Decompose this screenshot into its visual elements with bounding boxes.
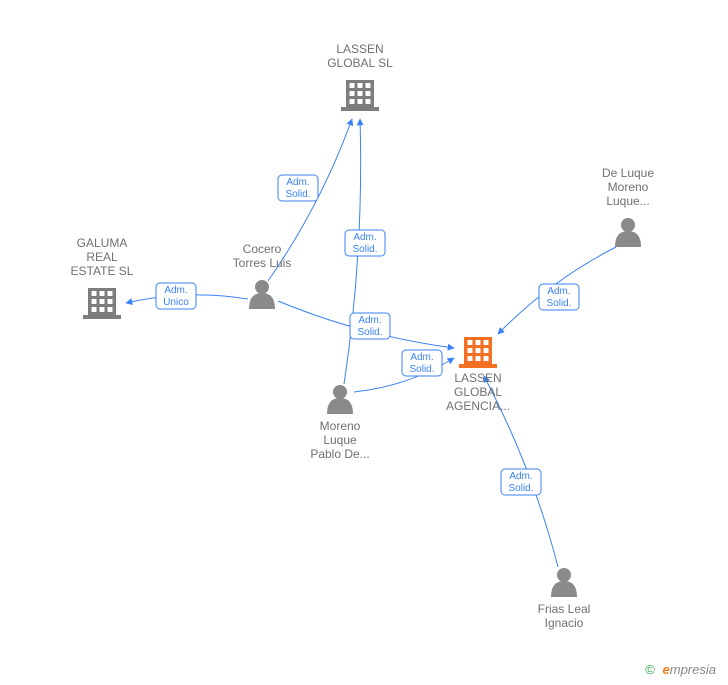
svg-text:Solid.: Solid. (352, 244, 377, 255)
node-label: GLOBAL (454, 385, 502, 399)
node-label: Pablo De... (310, 447, 369, 461)
node-label: LASSEN (454, 371, 501, 385)
edge-label: Adm.Solid. (402, 350, 442, 376)
svg-text:Solid.: Solid. (357, 327, 382, 338)
svg-text:Adm.: Adm. (410, 352, 433, 363)
node-deluque: De LuqueMorenoLuque... (602, 166, 654, 247)
svg-text:Adm.: Adm. (164, 285, 187, 296)
svg-text:Solid.: Solid. (508, 483, 533, 494)
person-icon (615, 218, 641, 247)
node-cocero: CoceroTorres Luis (233, 242, 292, 309)
svg-text:Solid.: Solid. (409, 364, 434, 375)
network-diagram: Adm.UnicoAdm.Solid.Adm.Solid.Adm.Solid.A… (0, 0, 728, 685)
svg-text:Adm.: Adm. (358, 315, 381, 326)
svg-text:Adm.: Adm. (353, 232, 376, 243)
svg-text:Adm.: Adm. (286, 177, 309, 188)
building-icon (459, 337, 497, 368)
svg-text:Adm.: Adm. (509, 471, 532, 482)
node-label: Frias Leal (538, 602, 591, 616)
node-lassen_agencia: LASSENGLOBALAGENCIA... (446, 337, 510, 413)
copyright-symbol: © (645, 662, 655, 677)
person-icon (327, 385, 353, 414)
node-label: ESTATE SL (71, 264, 134, 278)
edge-label: Adm.Solid. (345, 230, 385, 256)
node-label: REAL (86, 250, 118, 264)
node-label: Moreno (320, 419, 361, 433)
brand-rest: mpresia (670, 662, 716, 677)
node-frias: Frias LealIgnacio (538, 568, 591, 630)
node-galuma: GALUMAREALESTATE SL (71, 236, 134, 319)
svg-text:Solid.: Solid. (285, 189, 310, 200)
node-label: De Luque (602, 166, 654, 180)
edge-label: Adm.Solid. (539, 284, 579, 310)
footer-brand: © empresia (645, 662, 716, 677)
person-icon (249, 280, 275, 309)
node-label: GALUMA (77, 236, 128, 250)
node-label: Luque... (606, 194, 649, 208)
node-label: Luque (323, 433, 357, 447)
brand-first-letter: e (663, 662, 670, 677)
edge-label: Adm.Unico (156, 283, 196, 309)
edges-layer (126, 119, 616, 567)
svg-text:Solid.: Solid. (546, 298, 571, 309)
node-label: LASSEN (336, 42, 383, 56)
node-label: Moreno (608, 180, 649, 194)
node-label: Cocero (243, 242, 282, 256)
edge-label: Adm.Solid. (501, 469, 541, 495)
node-label: Ignacio (545, 616, 584, 630)
node-moreno: MorenoLuquePablo De... (310, 385, 369, 461)
person-icon (551, 568, 577, 597)
node-label: Torres Luis (233, 256, 292, 270)
edge-label: Adm.Solid. (278, 175, 318, 201)
edge-label: Adm.Solid. (350, 313, 390, 339)
svg-text:Adm.: Adm. (547, 286, 570, 297)
svg-text:Unico: Unico (163, 297, 189, 308)
node-lassen_global_sl: LASSENGLOBAL SL (327, 42, 393, 111)
building-icon (83, 288, 121, 319)
node-label: AGENCIA... (446, 399, 510, 413)
node-label: GLOBAL SL (327, 56, 393, 70)
building-icon (341, 80, 379, 111)
